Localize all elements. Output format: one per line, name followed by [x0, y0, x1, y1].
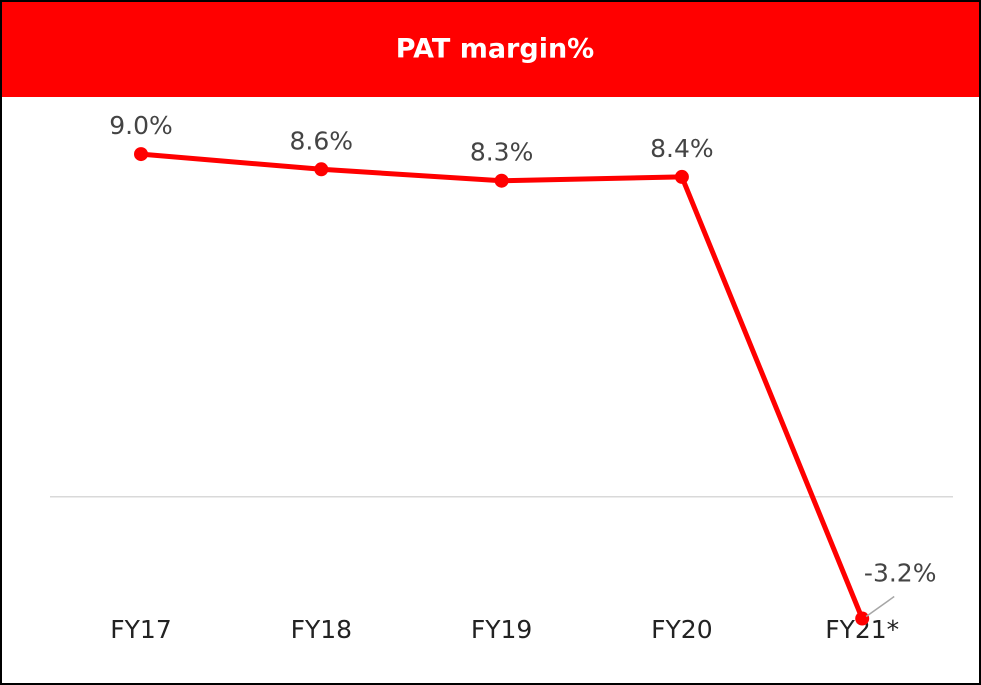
value-label: 8.6%	[290, 126, 354, 155]
point	[494, 173, 509, 188]
x-tick-label: FY19	[471, 615, 532, 644]
value-label: 8.3%	[470, 138, 534, 167]
point	[674, 169, 689, 184]
value-label: 8.4%	[650, 134, 714, 163]
point	[314, 162, 329, 177]
x-tick-label: FY17	[110, 615, 171, 644]
chart-title: PAT margin%	[396, 34, 594, 65]
x-tick-label: FY18	[291, 615, 352, 644]
value-label: 9.0%	[109, 111, 173, 140]
title-bar	[2, 2, 979, 97]
x-tick-label: FY20	[651, 615, 712, 644]
point	[134, 147, 148, 162]
leader-line	[865, 595, 895, 618]
point	[855, 611, 870, 626]
value-label: -3.2%	[864, 559, 937, 588]
